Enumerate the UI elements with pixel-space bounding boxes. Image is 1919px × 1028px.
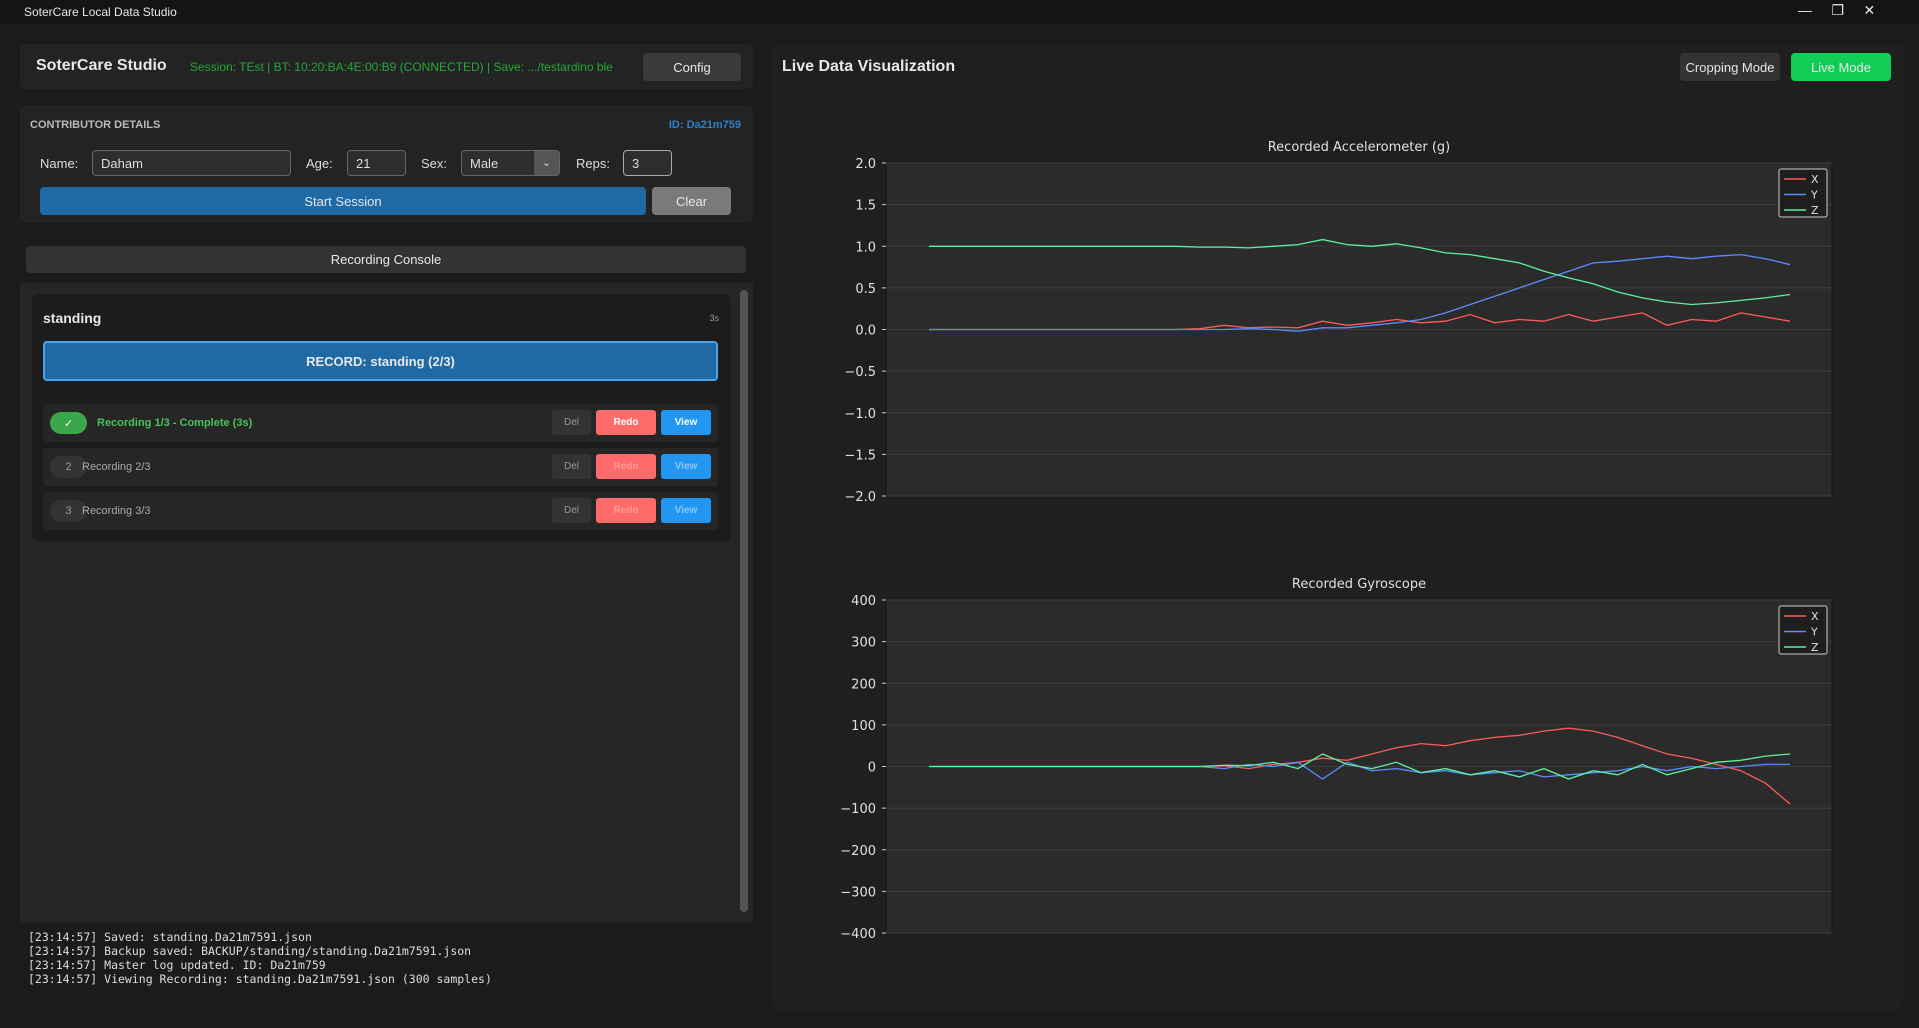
heading: CONTRIBUTOR DETAILS [30,119,161,131]
line-series [929,753,1791,780]
y-tick-label: −0.5 [844,365,876,380]
dropdown-arrow[interactable]: ⌄ [534,151,559,175]
y-tick-label: −2.0 [844,490,876,505]
charts: Recorded Accelerometer (g) −2.0 −1.5 −1.0 −0… [840,140,1833,942]
cropping-mode-button[interactable]: Cropping Mode [1680,53,1780,81]
window-controls[interactable]: — ❐ ✕ [1798,2,1876,18]
y-tick-label: −400 [840,927,876,942]
legend-label: X [1811,610,1819,623]
age-label: Age: [306,156,333,171]
legend-label: Y [1810,189,1818,202]
legend-box [1778,605,1828,655]
name-label: Name: [40,156,79,171]
redo-button[interactable]: Redo [596,498,656,523]
y-tick-label: −200 [840,844,876,859]
recording-row: ✓ Recording 1/3 - Complete (3s) Del Redo Vie… [43,404,718,442]
window-title: SoterCare Local Data Studio [24,5,177,19]
chart-title: Recorded Accelerometer (g) [1268,140,1451,155]
y-tick-label: −1.0 [844,407,876,422]
y-tick-label: 0.0 [855,324,876,339]
recording-label: Recording 2/3 [82,461,151,473]
live-mode-button[interactable]: Live Mode [1791,53,1891,81]
reps-label: Reps: [576,156,610,171]
legend-label: Z [1811,204,1819,217]
redo-button[interactable]: Redo [596,454,656,479]
del-button[interactable]: Del [552,410,591,435]
view-button[interactable]: View [661,410,711,435]
record-button[interactable]: RECORD: standing (2/3) [43,341,718,381]
legend-label: X [1811,173,1819,186]
config-button[interactable]: Config [643,53,741,81]
status-badge: 3 [50,500,87,522]
viz-title: Live Data Visualization [782,58,956,75]
line-series [929,238,1791,306]
y-tick-label: −1.5 [844,448,876,463]
view-button[interactable]: View [661,454,711,479]
del-button[interactable]: Del [552,498,591,523]
activity-card: standing 3s RECORD: standing (2/3) ✓ Reco… [32,294,731,541]
y-tick-label: 300 [851,636,876,651]
duration: 3s [709,313,719,323]
y-tick-label: 0.5 [855,282,876,297]
status-badge: 2 [50,456,87,478]
clear-button[interactable]: Clear [652,187,731,215]
legend-label: Y [1810,626,1818,639]
log-line: [23:14:57] Backup saved: BACKUP/standing… [28,944,472,958]
status-badge: ✓ [50,412,87,434]
del-button[interactable]: Del [552,454,591,479]
title-bar: SoterCare Local Data Studio — ❐ ✕ [0,0,1919,24]
log: [23:14:57] Saved: standing.Da21m7591.jso… [28,930,492,986]
contributor-id: ID: Da21m759 [668,119,741,131]
sex-label: Sex: [421,156,448,171]
line-series [929,253,1791,332]
y-tick-label: 100 [851,719,876,734]
y-tick-label: 400 [851,594,876,609]
y-tick-label: −300 [840,885,876,900]
activity-name: standing [43,310,102,326]
recording-label: Recording 1/3 - Complete (3s) [97,417,253,429]
redo-button[interactable]: Redo [596,410,656,435]
visualization-panel: Live Data Visualization Cropping Mode Li… [771,44,1903,1010]
y-tick-label: 200 [851,677,876,692]
console-title: Recording Console [26,246,746,273]
log-line: [23:14:57] Saved: standing.Da21m7591.jso… [28,930,312,944]
y-tick-label: −100 [840,802,876,817]
scrollbar[interactable] [740,290,748,912]
legend-box [1778,168,1828,218]
reps-input[interactable]: 3 [623,150,672,176]
log-line: [23:14:57] Viewing Recording: standing.D… [28,972,492,986]
log-line: [23:14:57] Master log updated. ID: Da21m… [28,958,326,972]
name-input[interactable]: Daham [92,150,291,176]
y-tick-label: 2.0 [855,157,876,172]
recording-row: 3 Recording 3/3 Del Redo View [43,492,718,530]
start-session-button[interactable]: Start Session [40,187,646,215]
y-tick-label: 1.5 [855,199,876,214]
app-name: SoterCare Studio [36,57,167,74]
contributor-card: CONTRIBUTOR DETAILS ID: Da21m759 Name: D… [20,105,753,223]
legend-label: Z [1811,641,1819,654]
y-tick-label: 1.0 [855,240,876,255]
status: Session: TEst | BT: 10:20:BA:4E:00:B9 (C… [190,60,613,74]
y-tick-label: 0 [868,761,876,776]
view-button[interactable]: View [661,498,711,523]
chart-title: Recorded Gyroscope [1292,577,1426,592]
recording-label: Recording 3/3 [82,505,151,517]
recording-row: 2 Recording 2/3 Del Redo View [43,448,718,486]
header: SoterCare Studio Session: TEst | BT: 10:… [20,44,753,89]
age-input[interactable]: 21 [347,150,406,176]
